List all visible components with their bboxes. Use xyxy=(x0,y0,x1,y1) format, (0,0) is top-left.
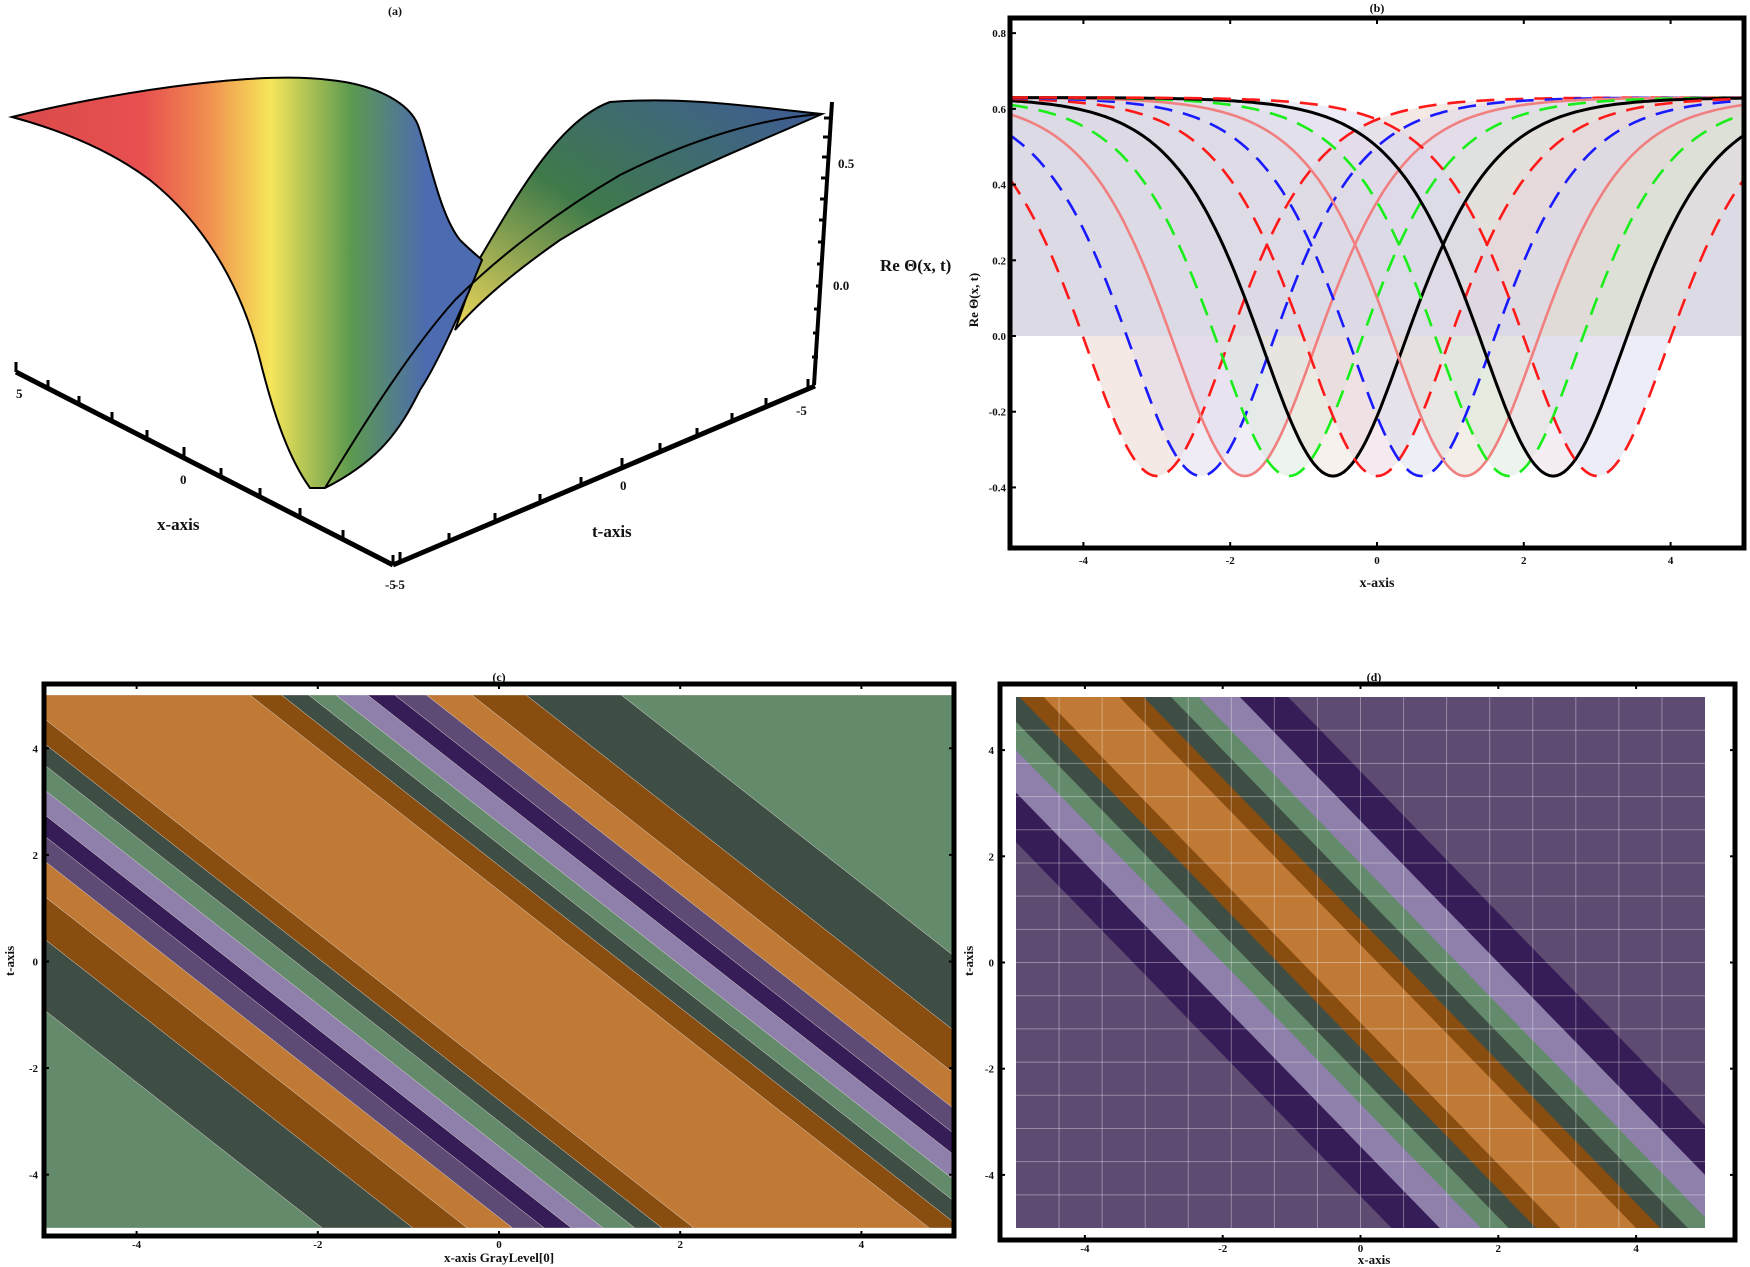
x-tick-label: 4 xyxy=(1633,1243,1639,1255)
y-tick-label: 0 xyxy=(989,958,995,970)
contour-band xyxy=(46,695,930,1228)
panel-b-y-axis-label: Re Θ(x, t) xyxy=(966,273,981,328)
z-tick-label: 0.5 xyxy=(838,156,855,171)
x-tick-label: 4 xyxy=(1668,555,1674,567)
panel-d-grid xyxy=(1016,697,1705,1228)
panel-b-curves xyxy=(1010,96,1744,478)
contour-band xyxy=(525,695,952,1030)
curve-fill xyxy=(1010,98,1744,477)
y-tick-label: 2 xyxy=(989,851,995,863)
panel-a-title: (a) xyxy=(388,4,402,18)
y-tick-label: -4 xyxy=(29,1170,39,1182)
panel-b: (b) 0.8 0.6 0.4 0.2 0.0 -0.2 -0.4 -4 -2 0 2 4 x-ax… xyxy=(966,1,1747,591)
z-tick-label: 0.0 xyxy=(833,278,849,293)
density-band xyxy=(1043,697,1637,1228)
panel-d-y-axis-label: t-axis xyxy=(961,946,976,976)
curve-red-dashed-3 xyxy=(1010,96,1744,478)
curve-fill xyxy=(1010,97,1744,477)
contour-band xyxy=(308,695,952,1200)
t-tick-label: -5 xyxy=(796,403,807,418)
panel-c-y-axis-label: t-axis xyxy=(2,946,17,976)
surface-front-edge xyxy=(324,113,823,489)
x-axis-label: x-axis xyxy=(157,515,200,534)
x-tick-label: 0 xyxy=(180,472,187,487)
x-tick-label: 2 xyxy=(1521,555,1527,567)
panel-c-x-axis-label: x-axis GrayLevel[0] xyxy=(444,1250,554,1265)
z-axis-label: Re Θ(x, t) xyxy=(880,256,951,275)
panel-d-title: (d) xyxy=(1367,670,1382,684)
panel-b-x-ticks: -4 -2 0 2 4 xyxy=(1079,18,1674,567)
y-tick-label: -2 xyxy=(985,1064,995,1076)
curve-fill xyxy=(1010,97,1744,477)
t-axis-line xyxy=(392,383,816,568)
y-tick-label: -4 xyxy=(985,1170,995,1182)
t-tick-label: -5 xyxy=(394,577,405,592)
curve-pink-solid-2 xyxy=(1010,96,1744,478)
panel-d-density xyxy=(1016,697,1705,1228)
curve-red-dashed-2 xyxy=(1010,97,1744,478)
x-tick-label: -4 xyxy=(1079,555,1089,567)
surface-main xyxy=(8,76,484,489)
t-tick-label: 0 xyxy=(620,478,627,493)
x-tick-label: 2 xyxy=(677,1239,683,1251)
x-tick-label: 5 xyxy=(16,386,23,401)
y-tick-label: 4 xyxy=(33,743,39,755)
t-axis-label: t-axis xyxy=(592,522,632,541)
x-axis-ticks xyxy=(14,362,395,565)
curve-black-solid-1 xyxy=(1010,96,1744,478)
curve-fill xyxy=(1010,97,1744,477)
curve-blue-dashed-2 xyxy=(1010,96,1744,478)
contour-band xyxy=(620,695,952,955)
contour-band xyxy=(335,695,952,1179)
x-axis-line xyxy=(14,369,395,568)
y-tick-label: -0.4 xyxy=(989,482,1007,494)
x-tick-label: -5 xyxy=(385,577,396,592)
surface-right-wing xyxy=(454,99,826,331)
contour-band xyxy=(426,695,952,1108)
x-tick-label: 2 xyxy=(1496,1243,1502,1255)
y-tick-label: 0.6 xyxy=(992,104,1006,116)
panel-d-x-axis-label: x-axis xyxy=(1358,1252,1391,1267)
x-tick-label: 4 xyxy=(859,1239,865,1251)
x-tick-label: 0 xyxy=(1374,555,1380,567)
y-tick-label: 0.4 xyxy=(992,180,1006,192)
panel-b-y-ticks: 0.8 0.6 0.4 0.2 0.0 -0.2 -0.4 xyxy=(989,28,1016,494)
y-tick-label: 0.2 xyxy=(992,255,1006,267)
contour-band xyxy=(394,695,952,1133)
curve-fill xyxy=(1010,97,1744,477)
panel-d-ticks: -4 -2 0 2 4 4 2 0 -2 -4 xyxy=(985,684,1735,1255)
contour-band xyxy=(281,695,952,1222)
x-tick-label: 0 xyxy=(1358,1243,1364,1255)
y-tick-label: 4 xyxy=(989,745,995,757)
contour-band xyxy=(367,695,952,1154)
panel-c-contour-bands xyxy=(46,695,952,1228)
z-axis-ticks xyxy=(812,116,830,359)
y-tick-label: -0.2 xyxy=(989,407,1007,419)
x-tick-label: 0 xyxy=(496,1239,502,1251)
y-tick-label: -2 xyxy=(29,1063,39,1075)
panel-a: (a) 0.5 0.0 Re Θ(x, t) 5 0 xyxy=(8,4,951,592)
x-tick-label: -2 xyxy=(1218,1243,1228,1255)
y-tick-label: 0.0 xyxy=(992,331,1006,343)
panel-c-ticks: -4 -2 0 2 4 4 2 0 -2 -4 xyxy=(29,684,954,1251)
panel-b-x-axis-label: x-axis xyxy=(1360,576,1396,591)
panel-c: (c) -4 -2 0 2 4 4 2 0 -2 -4 x-axis GrayLevel[0] t… xyxy=(2,670,957,1265)
contour-band xyxy=(249,695,952,1228)
x-tick-label: -4 xyxy=(132,1239,142,1251)
t-axis-ticks xyxy=(398,379,810,562)
panel-c-title: (c) xyxy=(492,670,505,684)
x-tick-label: -4 xyxy=(1080,1243,1090,1255)
curve-pink-solid-1 xyxy=(1010,96,1744,478)
panel-b-title: (b) xyxy=(1370,1,1385,15)
x-tick-label: -2 xyxy=(1226,555,1236,567)
contour-band xyxy=(471,695,952,1072)
panel-d: (d) -4 -2 0 2 4 4 2 0 -2 -4 x-axis t-axis xyxy=(961,670,1738,1267)
y-tick-label: 2 xyxy=(33,850,39,862)
x-tick-label: -2 xyxy=(313,1239,323,1251)
y-tick-label: 0.8 xyxy=(992,28,1006,40)
y-tick-label: 0 xyxy=(33,957,39,969)
